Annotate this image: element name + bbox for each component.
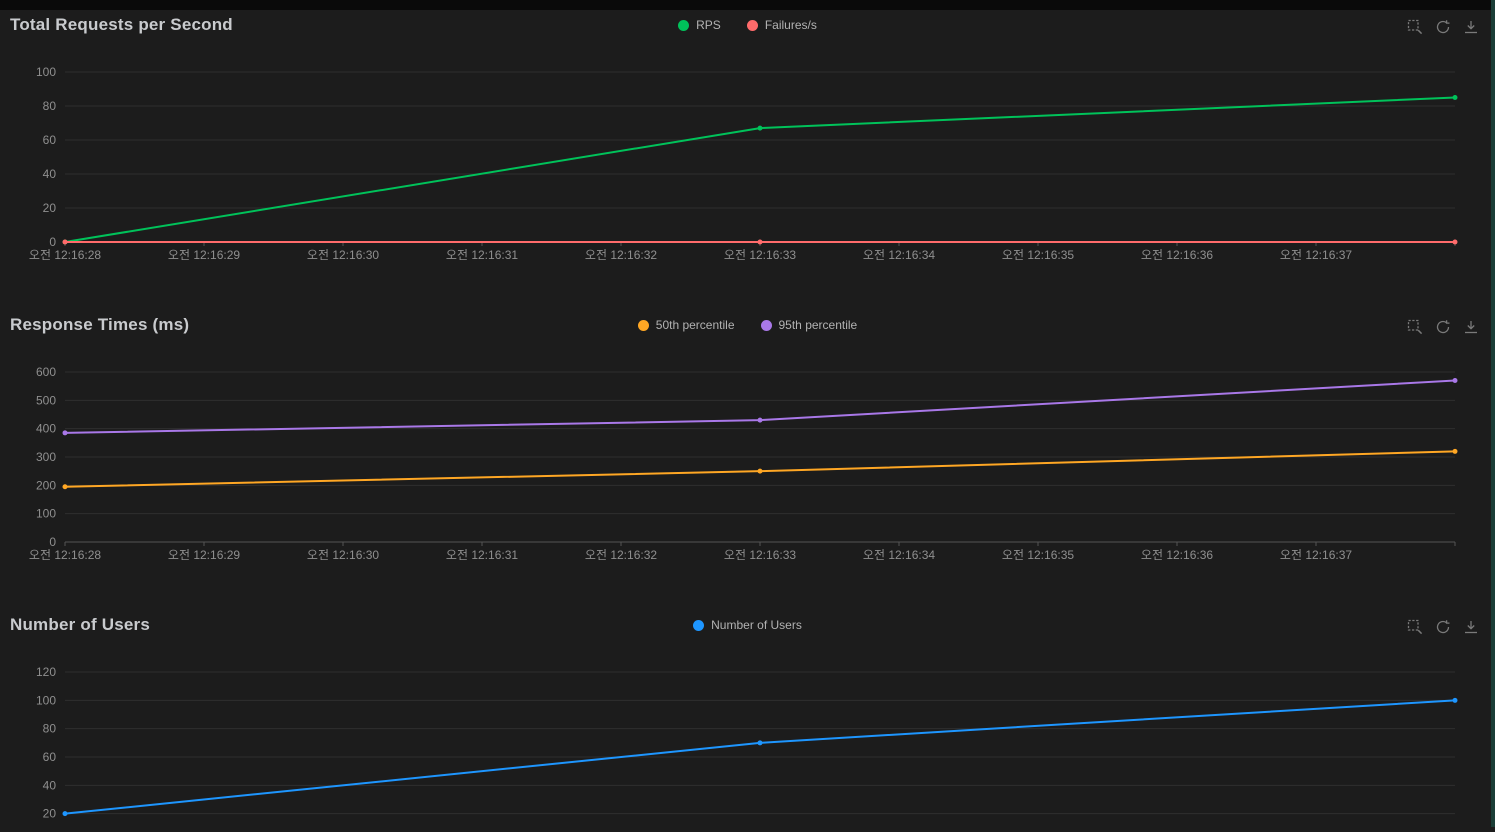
y-tick-label: 200 [36, 478, 56, 492]
toolbox [1407, 619, 1479, 635]
legend: Number of Users [0, 618, 1495, 632]
window-top-edge [0, 0, 1495, 10]
data-point-rps[interactable] [1452, 95, 1458, 100]
legend-item-failures-s[interactable]: Failures/s [746, 18, 817, 32]
legend-label: RPS [696, 18, 721, 32]
legend-item-number-of-users[interactable]: Number of Users [693, 618, 802, 632]
x-tick-label: 오전 12:16:30 [307, 548, 379, 562]
y-tick-label: 120 [36, 665, 56, 679]
x-tick-label: 오전 12:16:35 [1002, 248, 1074, 262]
data-zoom-icon[interactable] [1407, 319, 1423, 335]
x-tick-label: 오전 12:16:31 [446, 248, 518, 262]
data-point-failures-s[interactable] [62, 239, 68, 245]
legend-swatch-icon [746, 19, 758, 31]
plot-area[interactable]: 20 40 60 80 100 120 [0, 600, 1495, 827]
series-line-95th-percentile [64, 379, 1456, 434]
restore-icon[interactable] [1435, 619, 1451, 635]
x-tick-label: 오전 12:16:30 [307, 248, 379, 262]
data-zoom-icon[interactable] [1407, 619, 1423, 635]
y-tick-label: 500 [36, 393, 56, 407]
x-tick-label: 오전 12:16:37 [1280, 548, 1352, 562]
window-right-edge [1491, 0, 1495, 827]
restore-icon[interactable] [1435, 19, 1451, 35]
y-tick-label: 0 [49, 535, 56, 549]
y-tick-label: 80 [43, 722, 57, 736]
y-tick-label: 20 [43, 201, 57, 215]
y-tick-label: 80 [43, 99, 57, 113]
legend-item-rps[interactable]: RPS [678, 18, 721, 32]
x-tick-label: 오전 12:16:36 [1141, 248, 1213, 262]
chart-canvas[interactable]: 20 40 60 80 100 120 [0, 600, 1495, 827]
data-point-number-of-users[interactable] [757, 740, 763, 746]
legend: 50th percentile 95th percentile [0, 318, 1495, 332]
restore-icon[interactable] [1435, 319, 1451, 335]
toolbox [1407, 319, 1479, 335]
data-point-95th-percentile[interactable] [757, 417, 763, 423]
number-of-users-chart-panel: Number of Users Number of Users 20 40 60 80… [0, 600, 1495, 827]
plot-area[interactable]: 0 20 40 60 80 100 오전 12:16:28 오전 12:16:29 오전 12:… [0, 0, 1495, 300]
legend-item-95th-percentile[interactable]: 95th percentile [760, 318, 858, 332]
save-image-icon[interactable] [1463, 319, 1479, 335]
legend-label: 95th percentile [778, 318, 858, 332]
legend: RPS Failures/s [0, 18, 1495, 32]
x-tick-label: 오전 12:16:28 [29, 548, 101, 562]
x-tick-label: 오전 12:16:28 [29, 248, 101, 262]
x-tick-label: 오전 12:16:32 [585, 548, 657, 562]
x-tick-label: 오전 12:16:29 [168, 548, 240, 562]
x-tick-label: 오전 12:16:29 [168, 248, 240, 262]
y-tick-label: 300 [36, 450, 56, 464]
data-zoom-icon[interactable] [1407, 19, 1423, 35]
legend-item-50th-percentile[interactable]: 50th percentile [637, 318, 735, 332]
y-tick-label: 40 [43, 167, 57, 181]
chart-title: Number of Users [10, 615, 150, 634]
x-tick-label: 오전 12:16:34 [863, 548, 935, 562]
data-point-95th-percentile[interactable] [1452, 378, 1458, 383]
legend-swatch-icon [637, 319, 649, 331]
data-point-95th-percentile[interactable] [62, 430, 68, 436]
series-line-rps [64, 96, 1456, 243]
x-tick-label: 오전 12:16:36 [1141, 548, 1213, 562]
x-tick-label: 오전 12:16:31 [446, 548, 518, 562]
data-point-rps[interactable] [757, 125, 763, 131]
x-tick-label: 오전 12:16:33 [724, 248, 796, 262]
y-tick-label: 20 [43, 807, 57, 821]
total-rps-chart-panel: Total Requests per Second RPS Failures/s … [0, 0, 1495, 300]
data-point-50th-percentile[interactable] [757, 468, 763, 474]
y-tick-label: 100 [36, 65, 56, 79]
legend-label: 50th percentile [655, 318, 735, 332]
chart-title: Response Times (ms) [10, 315, 190, 334]
y-tick-label: 60 [43, 750, 57, 764]
chart-title: Total Requests per Second [10, 15, 233, 34]
legend-swatch-icon [760, 319, 772, 331]
toolbox [1407, 19, 1479, 35]
legend-swatch-icon [693, 619, 705, 631]
data-point-number-of-users[interactable] [62, 811, 68, 817]
x-tick-label: 오전 12:16:34 [863, 248, 935, 262]
y-tick-label: 600 [36, 365, 56, 379]
legend-label: Failures/s [764, 18, 817, 32]
y-tick-label: 100 [36, 507, 56, 521]
response-times-chart-panel: Response Times (ms) 50th percentile 95th … [0, 300, 1495, 600]
plot-area[interactable]: 0 100 200 300 400 500 600 오전 12:16:28 오전 12:16:2… [0, 300, 1495, 600]
save-image-icon[interactable] [1463, 19, 1479, 35]
x-tick-label: 오전 12:16:33 [724, 548, 796, 562]
y-tick-label: 0 [49, 235, 56, 249]
chart-canvas[interactable]: 0 20 40 60 80 100 오전 12:16:28 오전 12:16:29 오전 12:… [0, 0, 1495, 300]
legend-swatch-icon [678, 19, 690, 31]
save-image-icon[interactable] [1463, 619, 1479, 635]
x-tick-label: 오전 12:16:32 [585, 248, 657, 262]
data-point-50th-percentile[interactable] [1452, 448, 1458, 454]
x-tick-label: 오전 12:16:35 [1002, 548, 1074, 562]
y-tick-label: 400 [36, 422, 56, 436]
y-tick-label: 60 [43, 133, 57, 147]
chart-canvas[interactable]: 0 100 200 300 400 500 600 오전 12:16:28 오전 12:16:2… [0, 300, 1495, 600]
data-point-50th-percentile[interactable] [62, 484, 68, 490]
x-tick-label: 오전 12:16:37 [1280, 248, 1352, 262]
y-tick-label: 40 [43, 778, 57, 792]
data-point-number-of-users[interactable] [1452, 697, 1458, 703]
data-point-failures-s[interactable] [757, 239, 763, 245]
y-tick-label: 100 [36, 693, 56, 707]
data-point-failures-s[interactable] [1452, 239, 1458, 245]
legend-label: Number of Users [711, 618, 802, 632]
